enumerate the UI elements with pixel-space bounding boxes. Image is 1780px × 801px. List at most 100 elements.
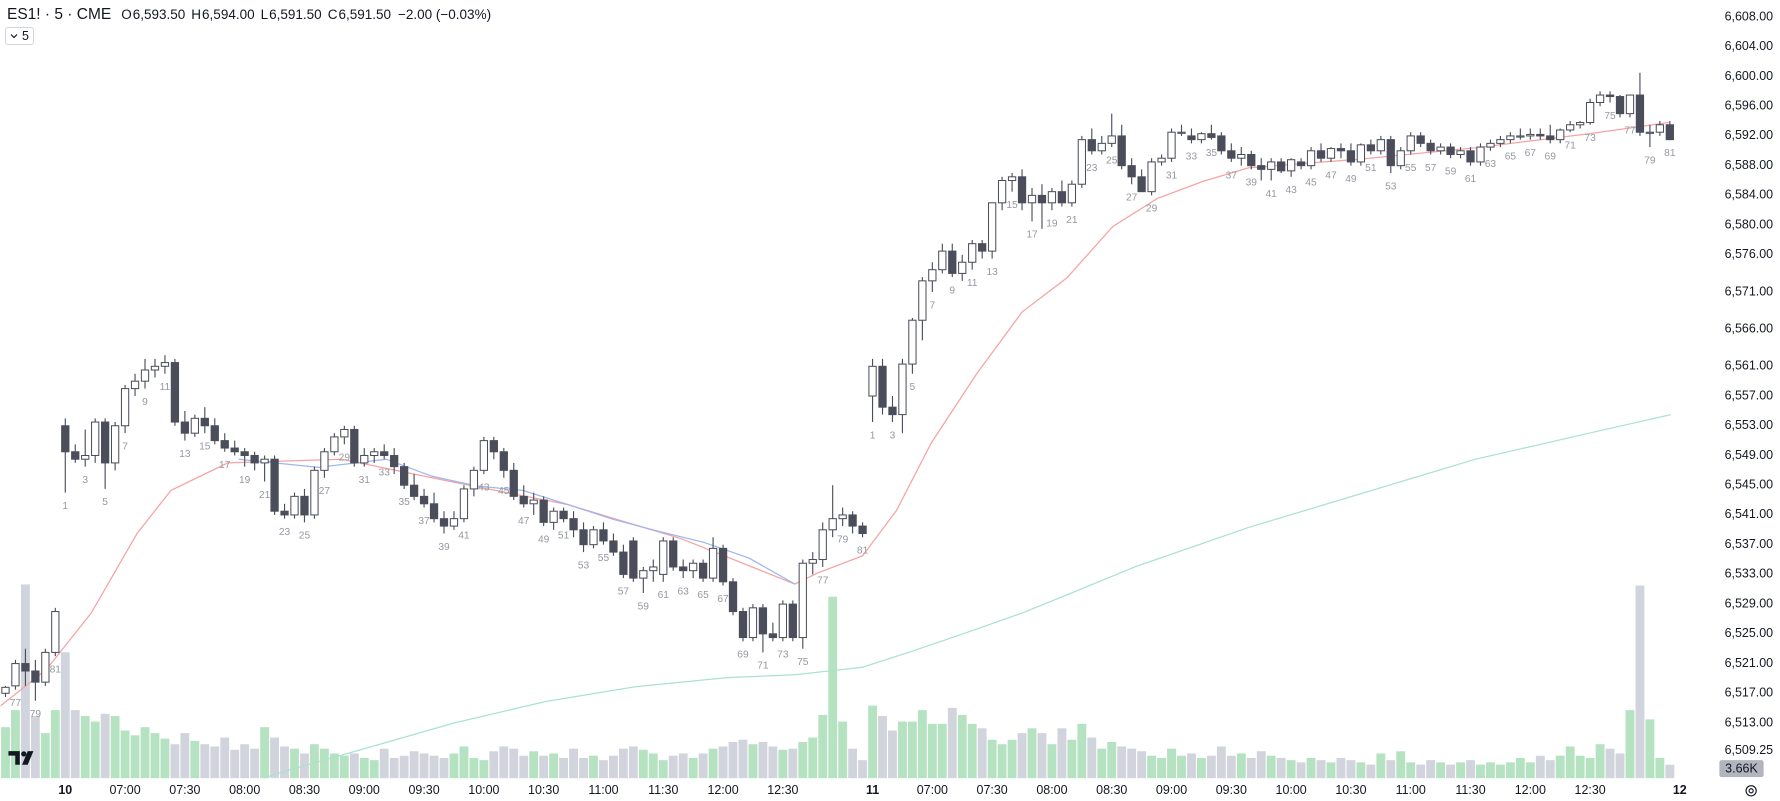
bar-number: 29 — [339, 453, 351, 464]
candle-body — [1526, 133, 1535, 137]
volume-bar — [1296, 762, 1306, 779]
volume-bar — [1147, 755, 1157, 779]
bar-number: 67 — [717, 594, 729, 605]
volume-bar — [1665, 764, 1675, 779]
volume-bar — [977, 728, 987, 779]
bar-number: 81 — [857, 546, 869, 557]
volume-bar — [180, 733, 190, 779]
candle-body — [1316, 150, 1326, 159]
candle-body — [778, 603, 787, 639]
volume-bar — [1047, 744, 1057, 779]
candle-body — [409, 484, 419, 497]
volume-bar — [957, 714, 967, 779]
volume-bar — [1017, 733, 1027, 779]
candle-body — [340, 428, 349, 438]
candle-body — [828, 518, 837, 531]
volume-layer — [1, 584, 1675, 779]
settings-icon[interactable] — [1745, 785, 1757, 797]
volume-bar — [1476, 764, 1485, 779]
x-tick-label: 11:00 — [588, 783, 618, 797]
x-tick-label: 08:30 — [289, 783, 320, 797]
candle-body — [11, 663, 20, 687]
bar-number: 55 — [1405, 163, 1417, 174]
y-tick-label: 6,525.00 — [1725, 626, 1774, 640]
volume-bar — [858, 760, 868, 779]
volume-bar — [1067, 739, 1077, 779]
x-tick-label: 09:30 — [408, 783, 439, 797]
bar-number: 67 — [1525, 148, 1537, 159]
bar-number: 5 — [910, 382, 916, 393]
bar-number: 37 — [418, 516, 430, 527]
bar-number: 79 — [837, 534, 849, 545]
volume-bar — [1515, 757, 1525, 779]
candle-body — [1476, 146, 1485, 163]
candle-body — [1017, 176, 1027, 204]
volume-bar — [589, 755, 598, 779]
candle-body — [230, 447, 239, 453]
candle-body — [738, 611, 748, 639]
candle-body — [350, 428, 359, 464]
volume-bar — [808, 737, 818, 779]
candle-body — [1326, 148, 1336, 159]
candle-body — [270, 458, 279, 512]
volume-bar — [1615, 753, 1625, 779]
candle-body — [1027, 194, 1037, 204]
candle-body — [1366, 144, 1375, 152]
candle-body — [71, 451, 80, 460]
volume-bar — [319, 748, 329, 779]
bar-number: 1 — [870, 430, 876, 441]
x-tick-label: 07:30 — [977, 783, 1008, 797]
y-tick-label: 6,576.00 — [1725, 247, 1774, 261]
bar-number: 27 — [1126, 193, 1138, 204]
volume-bar — [1127, 748, 1137, 779]
bar-number: 17 — [1026, 230, 1038, 241]
candle-body — [140, 369, 150, 382]
candle-body — [1217, 135, 1226, 152]
legend: ES1! · 5 · CME O6,593.50 H6,594.00 L6,591.… — [7, 6, 491, 24]
volume-bar — [828, 596, 838, 779]
bar-number: 71 — [757, 661, 769, 672]
volume-bar — [967, 723, 977, 779]
volume-bar — [947, 707, 957, 779]
interval-button[interactable]: 5 — [5, 27, 34, 45]
candle-body — [1157, 157, 1166, 163]
ohlc-field: O6,593.50 — [121, 7, 185, 22]
bar-number: 47 — [1325, 170, 1337, 181]
candle-body — [1396, 150, 1405, 167]
ohlc-field: C6,591.50 — [328, 7, 391, 22]
volume-bar — [1087, 737, 1097, 779]
volume-bar — [329, 753, 339, 779]
candle-body — [609, 540, 618, 553]
y-tick-label: 6,529.00 — [1725, 596, 1774, 610]
candle-body — [948, 250, 957, 274]
volume-bar — [1486, 762, 1495, 779]
volume-bar — [1326, 762, 1336, 779]
bar-number: 33 — [379, 468, 391, 479]
volume-bar — [1426, 760, 1436, 779]
volume-bar — [1525, 762, 1535, 779]
y-tick-label: 6,588.00 — [1725, 158, 1774, 172]
candle-body — [1167, 131, 1176, 159]
volume-bar — [1356, 762, 1366, 779]
candle-body — [1496, 139, 1505, 144]
volume-bar — [1645, 719, 1655, 779]
candle-body — [51, 611, 60, 653]
candle-body — [1585, 101, 1595, 124]
x-tick-label: 09:30 — [1216, 783, 1247, 797]
field-value: 6,591.50 — [269, 7, 322, 22]
volume-bar — [220, 737, 230, 779]
volume-bar — [230, 749, 240, 779]
volume-bar — [250, 748, 260, 779]
volume-bar — [469, 757, 479, 779]
candle-body — [1426, 142, 1435, 152]
candle-body — [120, 388, 130, 427]
candle-body — [579, 529, 588, 546]
x-tick-label: 10:30 — [1335, 783, 1366, 797]
volume-bar — [260, 727, 270, 779]
volume-bar — [917, 710, 927, 779]
candle-body — [649, 566, 658, 572]
y-tick-label: 6,513.00 — [1725, 715, 1774, 729]
bar-number: 79 — [1644, 155, 1656, 166]
volume-bar — [638, 749, 648, 779]
volume-bar — [479, 760, 489, 779]
